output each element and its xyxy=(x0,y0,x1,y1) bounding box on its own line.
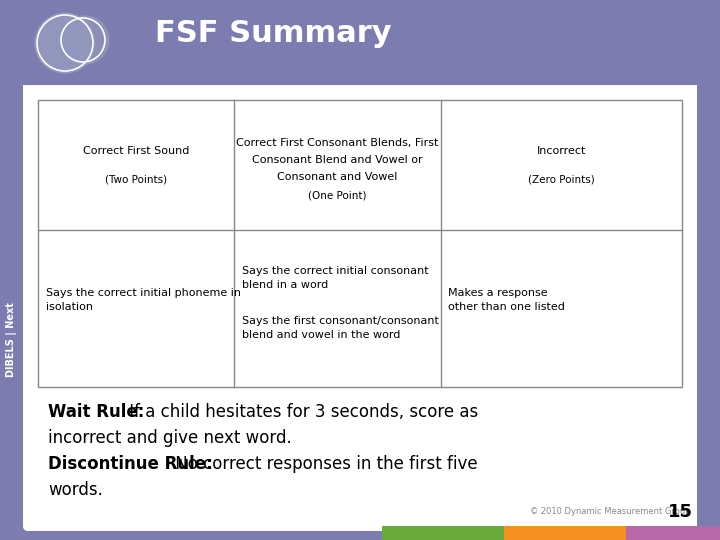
Text: Consonant and Vowel: Consonant and Vowel xyxy=(277,172,397,182)
Text: DIBELS | Next: DIBELS | Next xyxy=(6,302,17,377)
Text: (Zero Points): (Zero Points) xyxy=(528,174,595,184)
Text: FSF Summary: FSF Summary xyxy=(155,19,392,49)
Circle shape xyxy=(35,13,95,73)
Text: No correct responses in the first five: No correct responses in the first five xyxy=(170,455,477,473)
Text: Says the first consonant/consonant
blend and vowel in the word: Says the first consonant/consonant blend… xyxy=(243,316,439,341)
Text: words.: words. xyxy=(48,481,103,499)
Bar xyxy=(38,100,682,387)
Bar xyxy=(626,526,720,540)
Bar xyxy=(0,0,720,85)
Text: Correct First Consonant Blends, First: Correct First Consonant Blends, First xyxy=(236,138,438,148)
Text: (Two Points): (Two Points) xyxy=(105,174,167,184)
Text: Makes a response
other than one listed: Makes a response other than one listed xyxy=(449,288,565,313)
Circle shape xyxy=(61,16,109,64)
Text: incorrect and give next word.: incorrect and give next word. xyxy=(48,429,292,447)
Bar xyxy=(382,526,504,540)
Text: Discontinue Rule:: Discontinue Rule: xyxy=(48,455,212,473)
FancyBboxPatch shape xyxy=(23,23,697,531)
Text: Says the correct initial phoneme in
isolation: Says the correct initial phoneme in isol… xyxy=(46,288,241,313)
Text: Consonant Blend and Vowel or: Consonant Blend and Vowel or xyxy=(252,155,423,165)
Text: If a child hesitates for 3 seconds, score as: If a child hesitates for 3 seconds, scor… xyxy=(124,403,478,421)
Text: (One Point): (One Point) xyxy=(308,190,366,200)
Text: Wait Rule:: Wait Rule: xyxy=(48,403,145,421)
Text: Incorrect: Incorrect xyxy=(536,146,586,156)
Text: 15: 15 xyxy=(667,503,693,521)
Text: © 2010 Dynamic Measurement Group: © 2010 Dynamic Measurement Group xyxy=(530,508,690,516)
Bar xyxy=(504,526,626,540)
Text: Correct First Sound: Correct First Sound xyxy=(83,146,189,156)
Text: Says the correct initial consonant
blend in a word: Says the correct initial consonant blend… xyxy=(243,267,429,291)
